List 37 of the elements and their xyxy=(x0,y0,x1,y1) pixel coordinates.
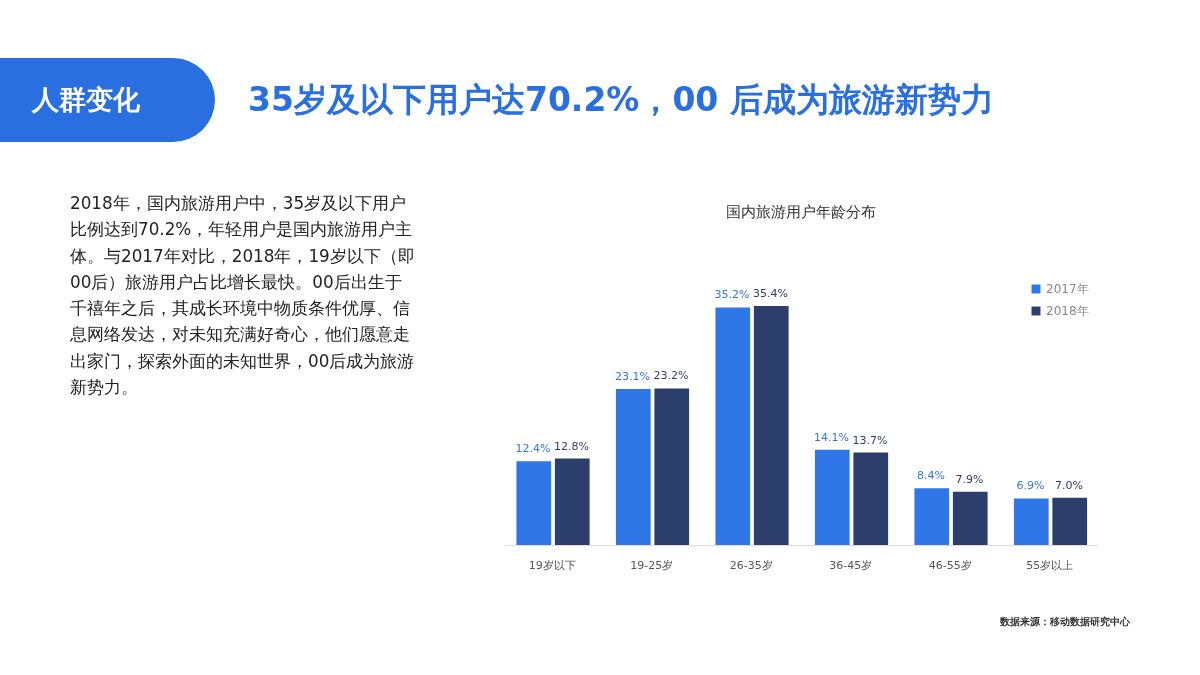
data-label: 12.8% xyxy=(554,439,589,453)
x-tick-label: 26-35岁 xyxy=(729,558,773,572)
legend-label: 2017年 xyxy=(1046,282,1089,296)
bar xyxy=(715,307,751,545)
bar xyxy=(952,491,988,545)
bar xyxy=(654,388,690,545)
bar xyxy=(753,306,789,545)
data-label: 13.7% xyxy=(852,433,888,447)
bar xyxy=(1052,497,1088,545)
bar xyxy=(914,488,950,545)
data-label: 23.1% xyxy=(615,370,650,384)
text: 35岁及以下用户达70.2%，00 后成为旅游新势力 xyxy=(248,79,994,121)
chart-title: 国内旅游用户年龄分布 xyxy=(726,203,876,221)
data-label: 7.0% xyxy=(1055,478,1083,492)
bar xyxy=(554,458,590,545)
data-label: 35.4% xyxy=(753,287,788,301)
x-tick-label: 36-45岁 xyxy=(829,558,873,572)
bar xyxy=(615,389,651,545)
data-label: 14.1% xyxy=(814,430,849,444)
bar xyxy=(853,452,889,545)
text: 2018年，国内旅游用户中，35岁及以下用户比例达到70.2%，年轻用户是国内旅游用户主体。与2017年对比，2018年，19岁以下（即00后）旅游用户占比增长最快。00后出生于千禧年之后，其成长环境中物质条件优厚、信息网络发达，对未知充满好奇心，他们愿意走出家门，探索外面的未知世界，00后成为旅游新势力。 xyxy=(70,192,415,400)
bar xyxy=(1013,498,1049,545)
bar xyxy=(516,461,552,545)
legend-label: 2018年 xyxy=(1046,304,1089,318)
data-label: 12.4% xyxy=(515,442,551,456)
data-label: 7.9% xyxy=(955,472,984,486)
bar xyxy=(814,449,850,545)
data-label: 6.9% xyxy=(1016,479,1045,493)
x-tick-label: 19-25岁 xyxy=(630,558,674,572)
data-label: 23.2% xyxy=(653,369,689,383)
data-label: 35.2% xyxy=(714,288,750,302)
text: 人群变化 xyxy=(0,58,215,142)
x-tick-label: 55岁以上 xyxy=(1026,558,1074,572)
data-label: 8.4% xyxy=(917,469,945,483)
source-note: 数据来源：移动数据研究中心 xyxy=(1000,616,1130,629)
x-tick-label: 19岁以下 xyxy=(528,558,576,572)
x-tick-label: 46-55岁 xyxy=(928,558,972,572)
